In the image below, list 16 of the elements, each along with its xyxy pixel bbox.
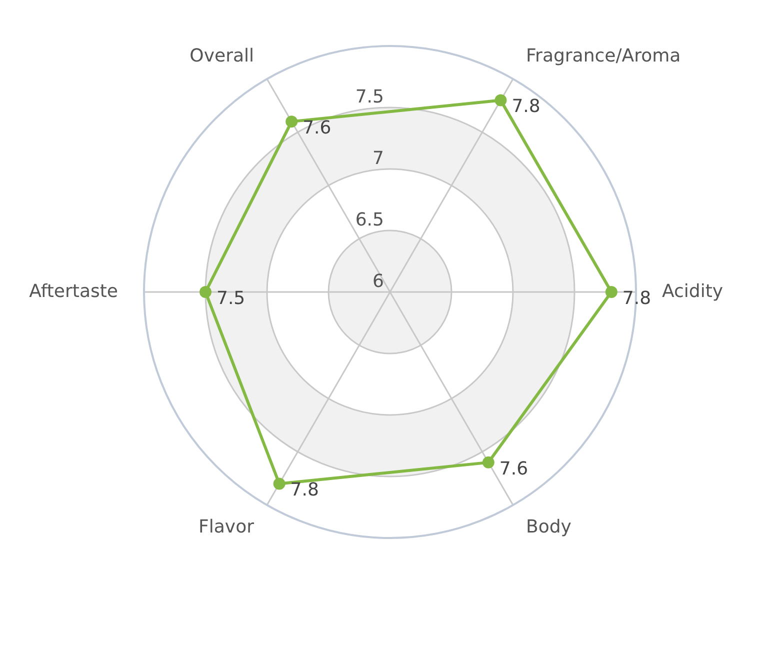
data-label: 7.8 (622, 288, 652, 309)
data-label: 7.6 (302, 117, 332, 138)
spoke-label: Overall (190, 45, 254, 66)
data-label: 7.8 (512, 96, 540, 118)
y-tick-label: 7 (372, 148, 384, 169)
data-label: 7.8 (290, 480, 319, 501)
y-tick-label: 7.5 (355, 86, 384, 108)
data-label: 7.6 (499, 458, 528, 480)
spoke-label: Body (526, 516, 572, 538)
spoke-label: Flavor (198, 516, 255, 538)
spoke-label: Aftertaste (29, 280, 118, 302)
y-tick-label: 6 (372, 271, 384, 292)
y-tick-label: 6.5 (355, 210, 384, 230)
spoke-label: Fragrance/Aroma (526, 45, 681, 66)
spoke-label: Acidity (662, 280, 724, 302)
data-label: 7.5 (216, 288, 246, 309)
